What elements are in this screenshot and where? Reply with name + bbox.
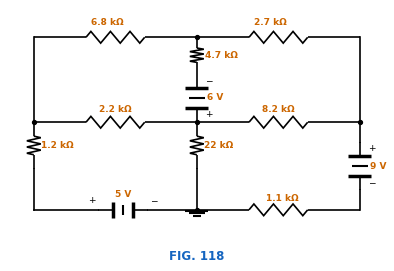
- Text: FIG. 118: FIG. 118: [169, 250, 225, 263]
- Text: −: −: [205, 76, 213, 85]
- Text: 5 V: 5 V: [115, 190, 131, 199]
- Text: +: +: [88, 196, 96, 205]
- Text: 1.1 kΩ: 1.1 kΩ: [266, 194, 299, 203]
- Text: −: −: [150, 196, 158, 205]
- Text: 8.2 kΩ: 8.2 kΩ: [262, 105, 295, 114]
- Text: 6 V: 6 V: [207, 93, 224, 102]
- Text: +: +: [205, 110, 213, 119]
- Text: 2.2 kΩ: 2.2 kΩ: [99, 105, 132, 114]
- Text: +: +: [368, 144, 376, 153]
- Text: 9 V: 9 V: [370, 162, 387, 170]
- Text: −: −: [368, 179, 376, 188]
- Text: 2.7 kΩ: 2.7 kΩ: [254, 18, 287, 27]
- Text: 6.8 kΩ: 6.8 kΩ: [91, 18, 124, 27]
- Text: 4.7 kΩ: 4.7 kΩ: [205, 51, 238, 60]
- Text: 22 kΩ: 22 kΩ: [204, 141, 233, 150]
- Text: 1.2 kΩ: 1.2 kΩ: [41, 141, 73, 150]
